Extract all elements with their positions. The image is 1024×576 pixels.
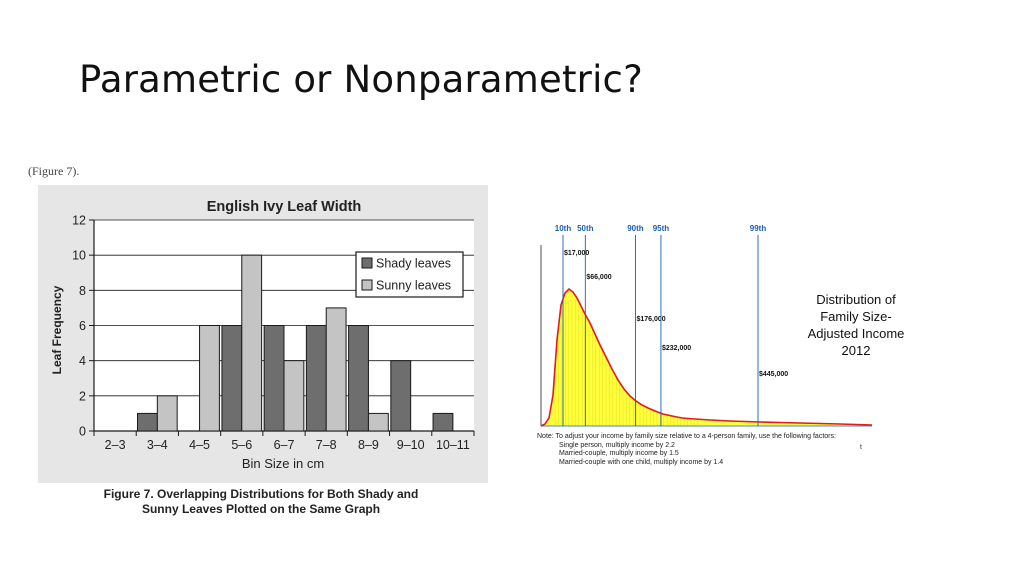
ivy-legend: Shady leaves Sunny leaves: [355, 251, 464, 298]
income-note-line-2: Single person, multiply income by 2.2: [559, 441, 675, 449]
ivy-x-tick-label: 9–10: [397, 438, 425, 452]
ivy-bar-shady: [348, 325, 369, 432]
ivy-bar-sunny: [325, 307, 347, 432]
ivy-x-tick-label: 10–11: [436, 438, 470, 452]
income-percentile-value: $445,000: [759, 371, 788, 378]
ivy-legend-swatch: [361, 279, 373, 291]
income-title-line-2: Family Size-: [820, 309, 892, 324]
ivy-bar-shady: [305, 325, 327, 432]
ivy-x-tick-label: 7–8: [316, 438, 337, 452]
ivy-bar-shady: [432, 412, 454, 432]
ivy-y-tick-label: 10: [72, 249, 86, 263]
ivy-chart-title: English Ivy Leaf Width: [207, 199, 362, 215]
ivy-y-tick-label: 4: [79, 354, 86, 368]
income-percentile-label: 10th: [555, 224, 572, 233]
ivy-legend-label: Sunny leaves: [376, 279, 451, 293]
ivy-y-tick-label: 0: [79, 425, 86, 439]
ivy-bar-shady: [263, 325, 285, 432]
slide-title: Parametric or Nonparametric?: [79, 58, 643, 101]
income-percentile-label: 99th: [750, 224, 767, 233]
ivy-legend-swatch: [361, 257, 373, 269]
income-percentile-value: $66,000: [586, 274, 611, 281]
ivy-x-tick-label: 2–3: [105, 438, 126, 452]
ivy-chart-panel: English Ivy Leaf Width Leaf Frequency Bi…: [38, 185, 488, 483]
ivy-bar-sunny: [367, 412, 389, 432]
income-percentile-label: 50th: [577, 224, 594, 233]
figure-caption: Figure 7. Overlapping Distributions for …: [96, 487, 426, 517]
ivy-y-tick-label: 2: [79, 389, 86, 403]
ivy-leaf-chart: English Ivy Leaf Width Leaf Frequency Bi…: [50, 199, 475, 471]
income-title-line-1: Distribution of: [816, 292, 896, 307]
income-note-line-4: Married-couple with one child, multiply …: [559, 458, 724, 466]
income-histogram-bars: [554, 300, 699, 426]
ivy-y-tick-label: 12: [72, 214, 86, 228]
income-percentile-value: $232,000: [662, 345, 691, 352]
income-note: Note: To adjust your income by family si…: [537, 433, 836, 467]
ivy-bar-shady: [136, 412, 158, 432]
ivy-x-axis-label: Bin Size in cm: [242, 456, 324, 471]
ivy-x-tick-label: 3–4: [147, 438, 168, 452]
ivy-bar-sunny: [156, 395, 178, 432]
ivy-bar-shady: [390, 360, 412, 432]
ivy-x-tick-label: 8–9: [358, 438, 379, 452]
income-note-line-1: Note: To adjust your income by family si…: [537, 433, 836, 440]
ivy-legend-box: [355, 251, 464, 298]
ivy-bar-shady: [221, 325, 243, 432]
ivy-y-tick-label: 6: [79, 319, 86, 333]
ivy-bar-sunny: [199, 325, 220, 432]
ivy-y-axis-label: Leaf Frequency: [50, 285, 64, 374]
figure-reference-text: (Figure 7).: [28, 164, 80, 178]
income-percentile-label: 90th: [627, 224, 644, 233]
ivy-x-tick-label: 5–6: [231, 438, 252, 452]
stray-mark: t: [860, 444, 862, 451]
income-note-line-3: Married-couple, multiply income by 1.5: [559, 450, 679, 457]
ivy-bar-sunny: [283, 360, 305, 432]
figure-caption-line-1: Figure 7. Overlapping Distributions for …: [103, 487, 419, 501]
income-percentile-label: 95th: [653, 224, 670, 233]
income-title-line-4: 2012: [841, 343, 871, 358]
ivy-y-tick-label: 8: [79, 284, 86, 298]
income-percentile-value: $176,000: [636, 316, 665, 323]
ivy-legend-label: Shady leaves: [376, 257, 451, 271]
ivy-bar-sunny: [241, 254, 263, 432]
income-title-line-3: Adjusted Income: [807, 326, 905, 341]
ivy-x-tick-label: 4–5: [189, 438, 210, 452]
figure-caption-line-2: Sunny Leaves Plotted on the Same Graph: [141, 502, 381, 516]
income-chart-title: Distribution of Family Size- Adjusted In…: [796, 291, 916, 359]
income-percentile-value: $17,000: [564, 250, 589, 257]
ivy-x-tick-label: 6–7: [274, 438, 295, 452]
